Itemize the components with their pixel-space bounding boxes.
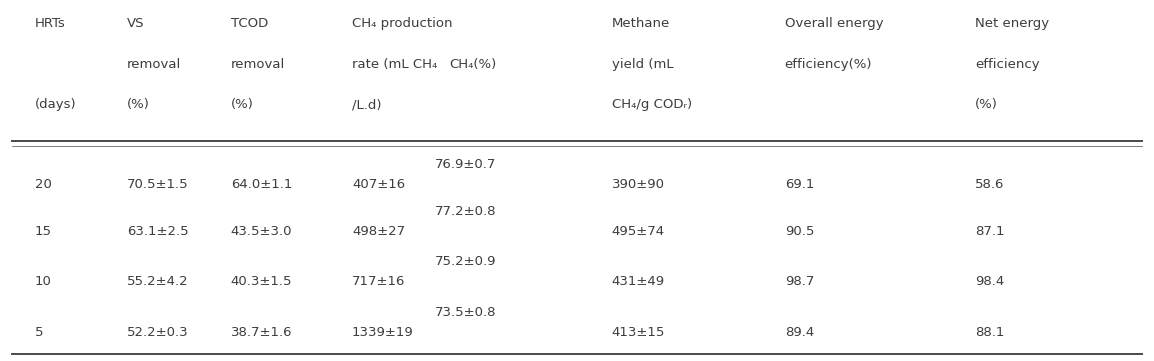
- Text: 390±90: 390±90: [612, 178, 665, 191]
- Text: 20: 20: [35, 178, 52, 191]
- Text: CH₄(%): CH₄(%): [449, 58, 496, 71]
- Text: efficiency(%): efficiency(%): [785, 58, 872, 71]
- Text: TCOD: TCOD: [231, 17, 268, 30]
- Text: CH₄/g CODᵣ): CH₄/g CODᵣ): [612, 98, 691, 111]
- Text: 88.1: 88.1: [975, 326, 1004, 339]
- Text: (%): (%): [127, 98, 150, 111]
- Text: 407±16: 407±16: [352, 178, 405, 191]
- Text: 55.2±4.2: 55.2±4.2: [127, 275, 188, 288]
- Text: 70.5±1.5: 70.5±1.5: [127, 178, 188, 191]
- Text: 75.2±0.9: 75.2±0.9: [435, 255, 496, 268]
- Text: 77.2±0.8: 77.2±0.8: [435, 205, 496, 218]
- Text: 73.5±0.8: 73.5±0.8: [435, 306, 496, 319]
- Text: 38.7±1.6: 38.7±1.6: [231, 326, 292, 339]
- Text: 98.4: 98.4: [975, 275, 1004, 288]
- Text: 58.6: 58.6: [975, 178, 1004, 191]
- Text: yield (mL: yield (mL: [612, 58, 673, 71]
- Text: rate (mL CH₄: rate (mL CH₄: [352, 58, 437, 71]
- Text: 431±49: 431±49: [612, 275, 665, 288]
- Text: (days): (days): [35, 98, 76, 111]
- Text: 10: 10: [35, 275, 52, 288]
- Text: 87.1: 87.1: [975, 225, 1005, 238]
- Text: 63.1±2.5: 63.1±2.5: [127, 225, 188, 238]
- Text: Overall energy: Overall energy: [785, 17, 883, 30]
- Text: CH₄ production: CH₄ production: [352, 17, 452, 30]
- Text: HRTs: HRTs: [35, 17, 66, 30]
- Text: 52.2±0.3: 52.2±0.3: [127, 326, 188, 339]
- Text: 413±15: 413±15: [612, 326, 665, 339]
- Text: 717±16: 717±16: [352, 275, 405, 288]
- Text: (%): (%): [975, 98, 998, 111]
- Text: 43.5±3.0: 43.5±3.0: [231, 225, 292, 238]
- Text: (%): (%): [231, 98, 254, 111]
- Text: VS: VS: [127, 17, 144, 30]
- Text: 1339±19: 1339±19: [352, 326, 414, 339]
- Text: efficiency: efficiency: [975, 58, 1040, 71]
- Text: 90.5: 90.5: [785, 225, 814, 238]
- Text: removal: removal: [127, 58, 181, 71]
- Text: 89.4: 89.4: [785, 326, 814, 339]
- Text: 498±27: 498±27: [352, 225, 405, 238]
- Text: 40.3±1.5: 40.3±1.5: [231, 275, 292, 288]
- Text: 495±74: 495±74: [612, 225, 665, 238]
- Text: 76.9±0.7: 76.9±0.7: [435, 158, 496, 171]
- Text: 69.1: 69.1: [785, 178, 814, 191]
- Text: Net energy: Net energy: [975, 17, 1049, 30]
- Text: 5: 5: [35, 326, 43, 339]
- Text: /L.d): /L.d): [352, 98, 382, 111]
- Text: 98.7: 98.7: [785, 275, 814, 288]
- Text: removal: removal: [231, 58, 285, 71]
- Text: 15: 15: [35, 225, 52, 238]
- Text: 64.0±1.1: 64.0±1.1: [231, 178, 292, 191]
- Text: Methane: Methane: [612, 17, 669, 30]
